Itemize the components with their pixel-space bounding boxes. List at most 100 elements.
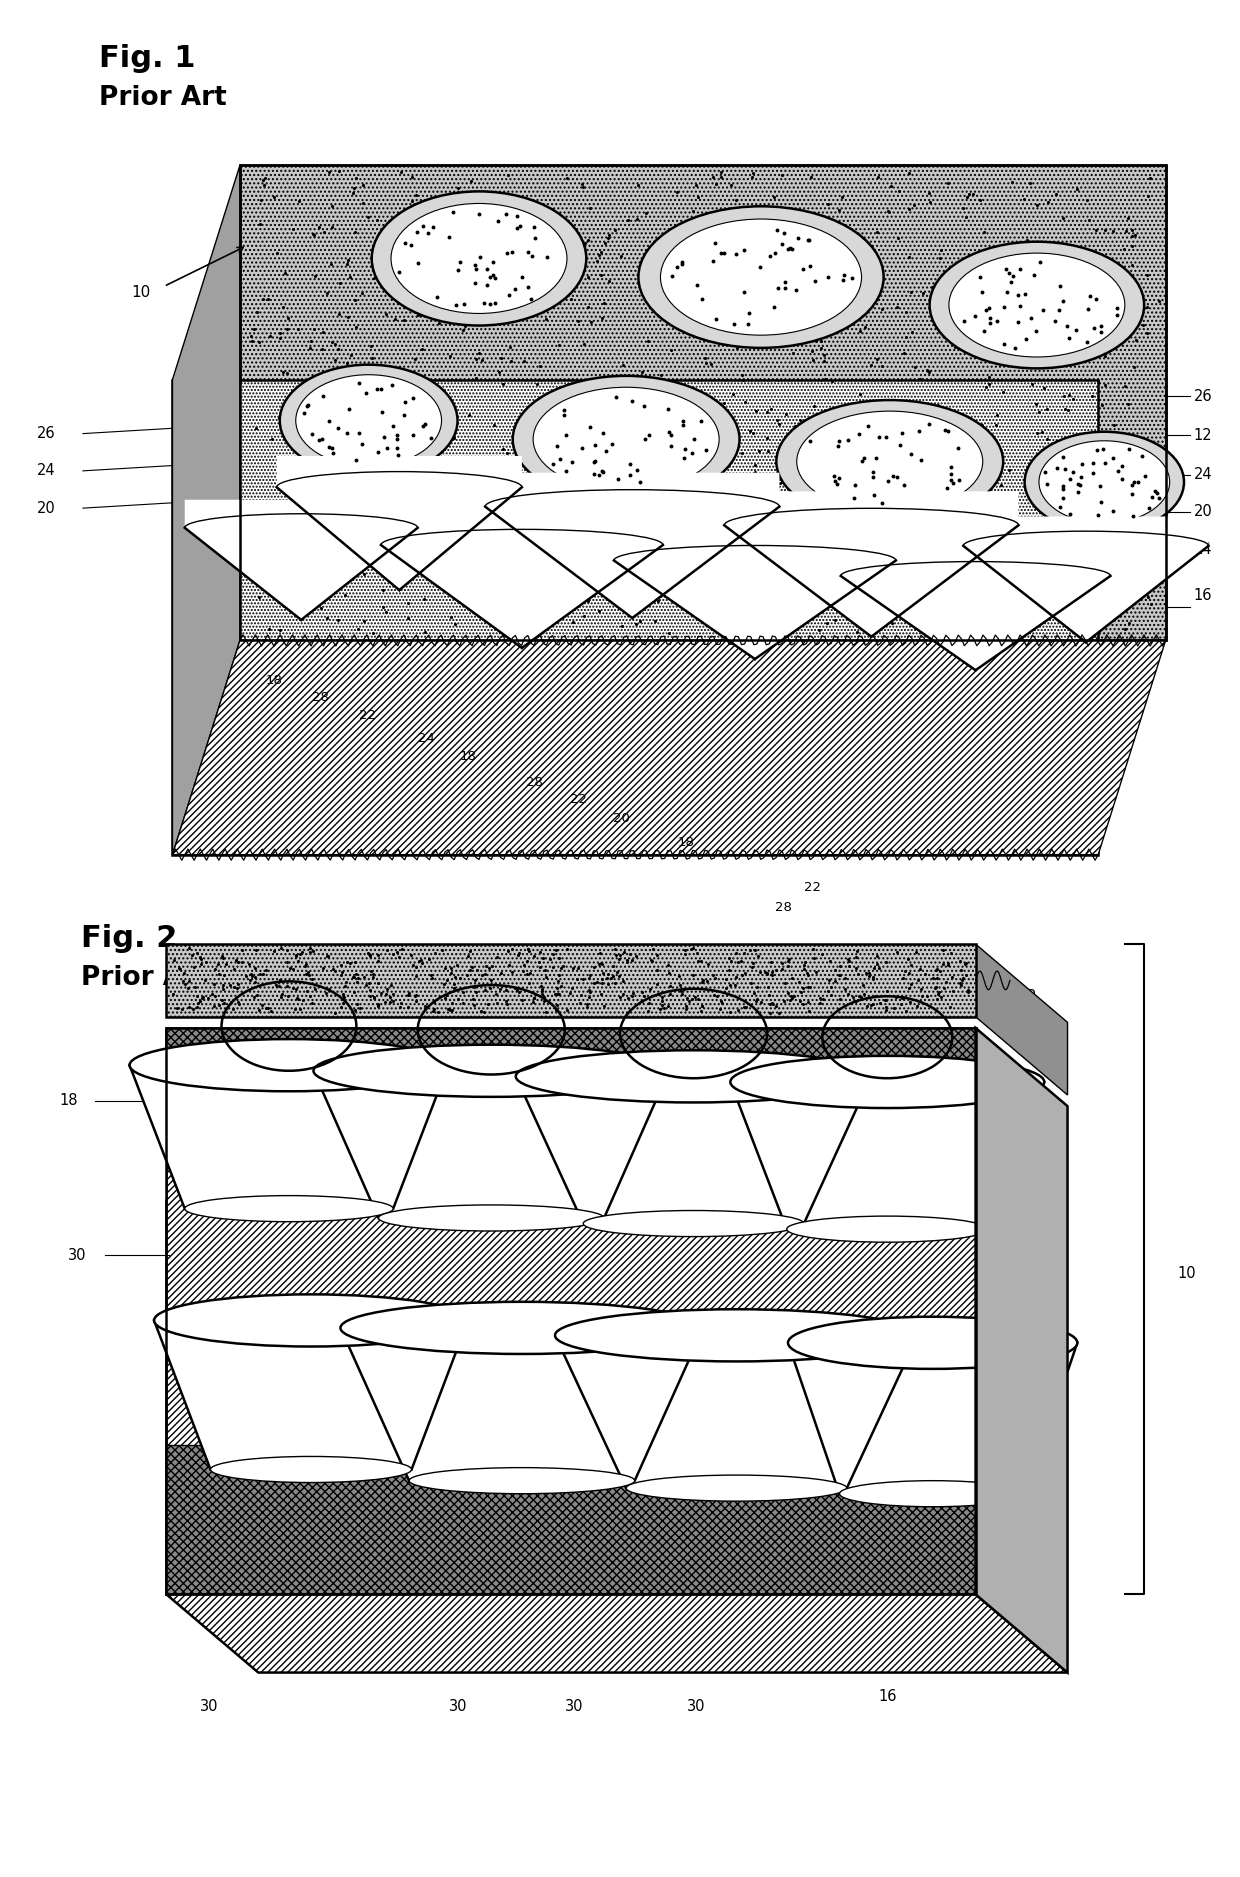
Point — [826, 520, 846, 550]
Point — [1029, 398, 1049, 428]
Ellipse shape — [154, 1295, 467, 1346]
Point — [272, 524, 291, 554]
Point — [625, 447, 645, 477]
Point — [458, 240, 477, 270]
Point — [554, 529, 574, 559]
Point — [1137, 259, 1157, 289]
Point — [1055, 464, 1075, 494]
Text: 14: 14 — [1194, 542, 1213, 557]
Point — [289, 424, 309, 454]
Point — [1049, 584, 1069, 614]
Ellipse shape — [787, 1316, 1078, 1368]
Point — [352, 512, 372, 542]
Point — [944, 272, 963, 302]
Point — [727, 334, 746, 364]
Point — [975, 426, 994, 456]
Point — [365, 548, 384, 578]
Point — [315, 389, 335, 419]
Point — [322, 327, 342, 357]
Point — [564, 428, 584, 458]
Point — [1066, 556, 1086, 586]
Text: 20: 20 — [37, 501, 56, 516]
Point — [1054, 263, 1074, 293]
Point — [775, 559, 795, 589]
Point — [589, 595, 609, 625]
Point — [640, 435, 660, 465]
Point — [352, 278, 372, 308]
Point — [278, 409, 298, 439]
Point — [568, 565, 588, 595]
Point — [455, 312, 475, 342]
Text: 22: 22 — [358, 710, 376, 723]
Point — [688, 312, 708, 342]
Point — [1047, 574, 1066, 604]
Polygon shape — [976, 944, 1068, 1094]
Point — [1114, 235, 1133, 265]
Point — [1027, 419, 1047, 449]
Point — [471, 282, 491, 312]
Point — [732, 439, 751, 469]
Point — [1085, 330, 1105, 360]
Text: Prior Art: Prior Art — [99, 84, 227, 111]
Point — [527, 205, 547, 235]
Point — [343, 430, 363, 460]
Point — [655, 464, 675, 494]
Point — [304, 220, 324, 250]
Point — [615, 535, 635, 565]
Point — [696, 343, 715, 374]
Point — [531, 576, 551, 606]
Text: 30: 30 — [200, 1699, 218, 1714]
Point — [913, 572, 932, 603]
Point — [742, 161, 761, 191]
Point — [799, 212, 818, 242]
Point — [830, 304, 849, 334]
Point — [288, 313, 308, 343]
Point — [1054, 381, 1074, 411]
Point — [310, 533, 330, 563]
Point — [667, 507, 687, 537]
Point — [965, 441, 985, 471]
Point — [330, 268, 350, 298]
Point — [363, 511, 383, 541]
Polygon shape — [129, 1064, 449, 1209]
Point — [960, 178, 980, 208]
Point — [376, 298, 396, 328]
Point — [1105, 544, 1125, 574]
Point — [777, 278, 797, 308]
Ellipse shape — [341, 1303, 703, 1353]
Point — [1038, 424, 1058, 454]
Point — [391, 158, 410, 188]
Point — [252, 186, 272, 216]
Point — [1070, 612, 1090, 642]
Point — [722, 171, 742, 201]
Point — [962, 603, 982, 633]
Point — [818, 509, 838, 539]
Ellipse shape — [949, 253, 1125, 357]
Point — [386, 370, 405, 400]
Point — [782, 526, 802, 556]
Point — [291, 601, 311, 631]
Point — [461, 167, 481, 197]
Point — [342, 516, 362, 546]
Point — [970, 482, 990, 512]
Point — [1122, 216, 1142, 246]
Point — [1037, 394, 1056, 424]
Point — [274, 293, 294, 323]
Point — [453, 191, 472, 221]
Point — [661, 336, 681, 366]
Point — [1118, 389, 1138, 419]
Point — [882, 171, 901, 201]
Point — [433, 533, 453, 563]
Text: 30: 30 — [565, 1699, 584, 1714]
Point — [646, 518, 666, 548]
Point — [578, 263, 598, 293]
Point — [503, 465, 523, 496]
Point — [841, 428, 861, 458]
Point — [676, 220, 696, 250]
Point — [919, 357, 939, 387]
Point — [489, 563, 508, 593]
Point — [738, 518, 758, 548]
Point — [665, 392, 684, 422]
Point — [718, 396, 738, 426]
Point — [418, 494, 438, 524]
